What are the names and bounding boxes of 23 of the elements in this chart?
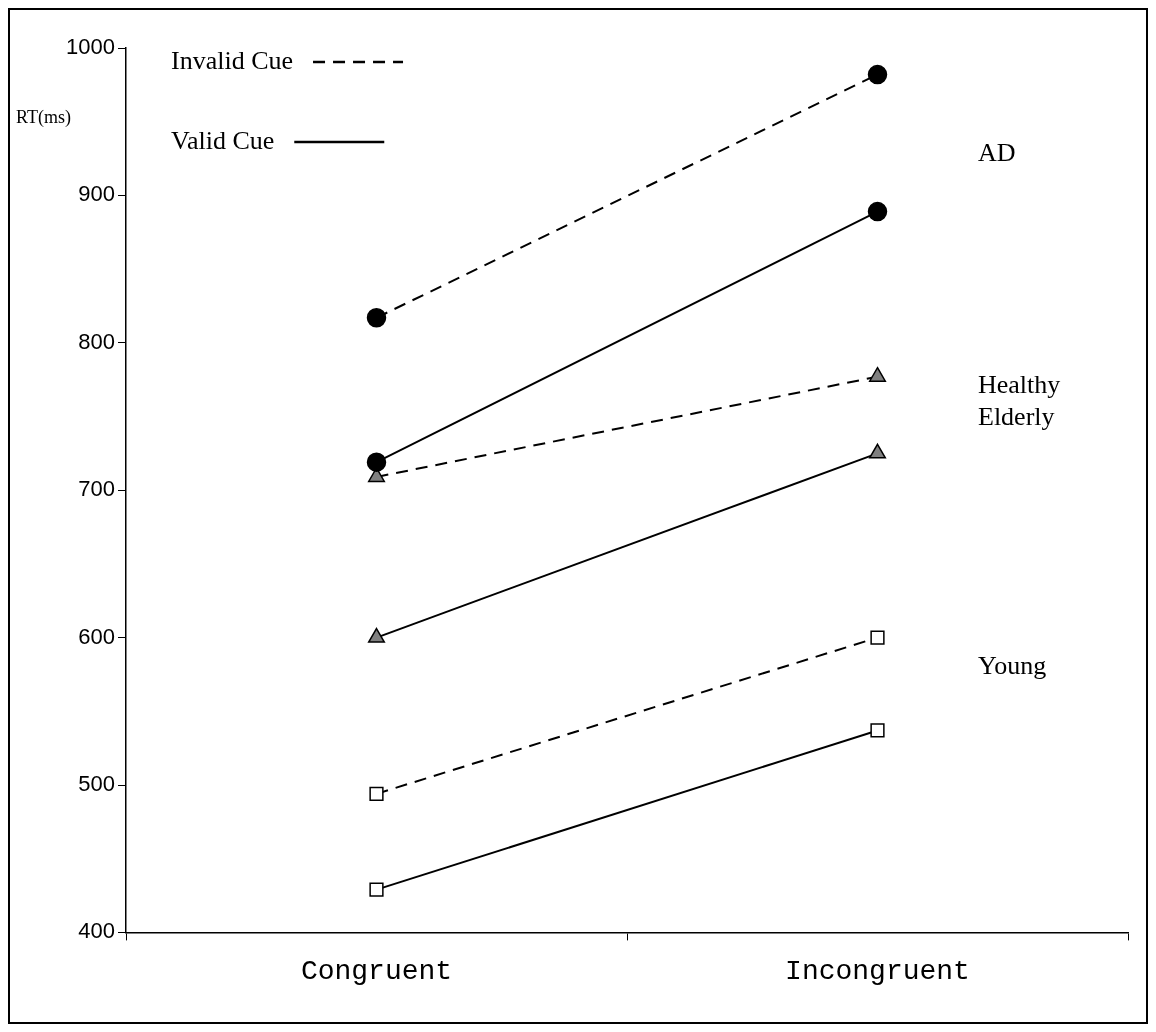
y-axis-title: RT(ms) <box>16 106 71 128</box>
y-tick-label: 800 <box>78 328 115 354</box>
annotation: Healthy Elderly <box>978 369 1061 431</box>
y-tick-label: 500 <box>78 771 115 797</box>
y-tick-label: 700 <box>78 476 115 502</box>
point <box>366 452 387 472</box>
point <box>867 64 888 85</box>
point <box>867 201 888 222</box>
point <box>366 307 387 328</box>
y-tick-label: 900 <box>78 181 115 207</box>
y-tick-label: 400 <box>78 918 115 944</box>
legend-label: Invalid Cue <box>171 45 294 75</box>
annotation: Young <box>978 650 1047 680</box>
y-tick-label: 1000 <box>66 34 115 60</box>
y-tick-label: 600 <box>78 623 115 649</box>
x-tick-label: Incongruent <box>785 955 970 987</box>
legend-label: Valid Cue <box>171 125 275 155</box>
x-tick-label: Congruent <box>300 955 453 987</box>
point <box>369 786 384 801</box>
point <box>369 882 384 897</box>
point <box>870 723 885 738</box>
annotation: AD <box>978 137 1016 167</box>
point <box>870 630 885 645</box>
